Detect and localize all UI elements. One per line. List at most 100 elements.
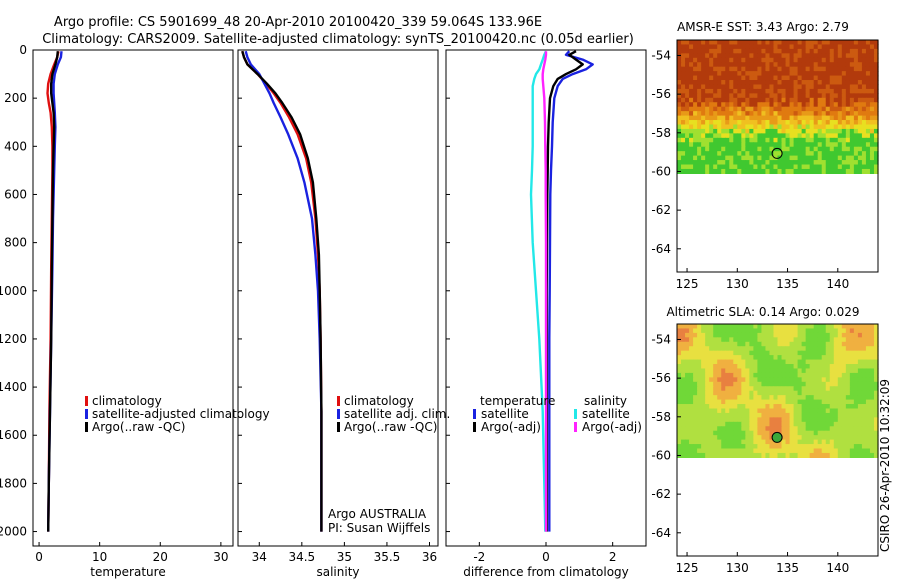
map-cell [717, 332, 722, 338]
map-cell [793, 341, 799, 347]
map-cell [677, 120, 682, 126]
map-cell [785, 137, 791, 143]
map-cell [873, 146, 879, 152]
map-cell [861, 80, 867, 86]
map-cell [845, 381, 851, 387]
map-cell [849, 164, 855, 170]
map-cell [837, 133, 843, 139]
map-cell [785, 97, 791, 103]
map-cell [797, 93, 803, 99]
lon-tick-label: 130 [726, 561, 749, 575]
map-cell [705, 417, 710, 423]
map-cell [713, 328, 718, 334]
map-cell [753, 137, 758, 143]
map-cell [701, 337, 706, 343]
map-cell [805, 164, 811, 170]
map-cell [781, 155, 787, 161]
map-cell [873, 88, 879, 94]
map-cell [713, 386, 718, 392]
map-cell [677, 146, 682, 152]
map-cell [729, 71, 734, 77]
map-cell [773, 48, 779, 54]
map-cell [825, 399, 831, 405]
map-cell [865, 111, 871, 117]
map-cell [801, 146, 807, 152]
map-cell [721, 324, 726, 330]
map-cell [749, 435, 754, 441]
map-cell [857, 133, 863, 139]
map-cell [849, 66, 855, 72]
map-cell [685, 97, 690, 103]
map-cell [833, 372, 839, 378]
map-cell [713, 390, 718, 396]
map-cell [757, 106, 763, 112]
map-cell [849, 48, 855, 54]
map-cell [789, 346, 795, 352]
map-cell [857, 111, 863, 117]
map-cell [737, 93, 742, 99]
map-cell [737, 84, 742, 90]
map-cell [741, 417, 746, 423]
map-cell [693, 115, 698, 121]
map-cell [777, 390, 783, 396]
map-cell [785, 417, 791, 423]
map-cell [685, 404, 690, 410]
map-cell [853, 115, 859, 121]
map-cell [873, 120, 879, 126]
map-cell [813, 435, 819, 441]
map-cell [789, 128, 795, 134]
map-cell [817, 111, 823, 117]
map-cell [713, 66, 718, 72]
map-cell [753, 120, 758, 126]
map-cell [781, 444, 787, 450]
map-cell [761, 142, 767, 148]
map-cell [821, 53, 827, 59]
map-cell [861, 88, 867, 94]
map-cell [821, 435, 827, 441]
map-cell [781, 160, 787, 166]
map-cell [697, 324, 702, 330]
map-cell [721, 328, 726, 334]
temperature-xlabel: temperature [90, 565, 165, 579]
map-cell [841, 359, 847, 365]
map-cell [757, 44, 763, 50]
map-cell [745, 439, 750, 445]
map-cell [857, 386, 863, 392]
map-cell [833, 452, 839, 458]
map-cell [809, 133, 815, 139]
map-cell [745, 421, 750, 427]
map-cell [689, 448, 694, 454]
map-cell [869, 75, 875, 81]
map-cell [801, 448, 807, 454]
map-cell [753, 146, 758, 152]
map-cell [801, 102, 807, 108]
map-cell [737, 390, 742, 396]
map-cell [745, 120, 750, 126]
map-cell [813, 106, 819, 112]
lat-tick-label: -54 [651, 48, 671, 62]
map-cell [725, 80, 730, 86]
map-cell [753, 53, 758, 59]
map-cell [865, 386, 871, 392]
map-cell [749, 395, 754, 401]
map-cell [681, 111, 686, 117]
map-cell [861, 66, 867, 72]
map-cell [833, 324, 839, 330]
map-cell [701, 444, 706, 450]
map-cell [781, 57, 787, 63]
map-cell [733, 332, 738, 338]
map-cell [681, 452, 686, 458]
map-cell [777, 364, 783, 370]
map-cell [781, 399, 787, 405]
map-cell [785, 404, 791, 410]
map-cell [813, 341, 819, 347]
map-cell [769, 439, 775, 445]
map-cell [737, 102, 742, 108]
map-cell [849, 328, 855, 334]
map-cell [809, 151, 815, 157]
map-cell [737, 40, 742, 46]
map-cell [725, 146, 730, 152]
map-cell [753, 426, 758, 432]
map-cell [853, 146, 859, 152]
map-cell [873, 124, 879, 130]
